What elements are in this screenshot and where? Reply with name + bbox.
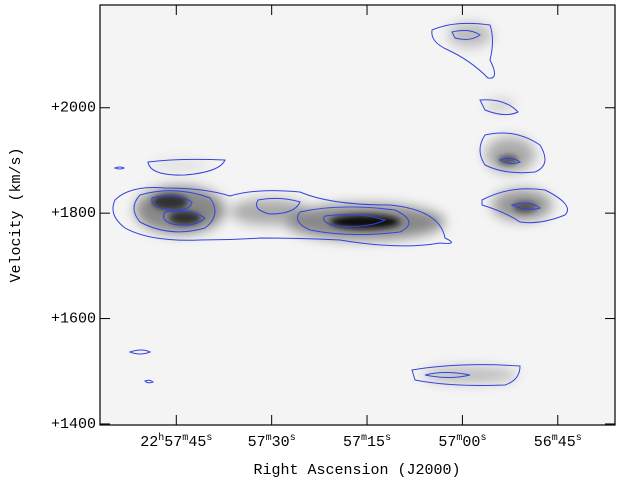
y-tick-label: +1800 <box>51 205 96 222</box>
x-tick-label: 22h57m45s <box>140 432 212 451</box>
x-tick-label: 57m00s <box>438 433 486 451</box>
x-tick-label: 57m15s <box>343 433 391 451</box>
plot-frame <box>99 4 616 426</box>
contours <box>112 22 568 386</box>
emission <box>135 23 552 383</box>
x-tick-label: 57m30s <box>248 433 296 451</box>
y-axis-label: Velocity (km/s) <box>8 147 25 282</box>
x-axis-label: Right Ascension (J2000) <box>253 462 460 479</box>
emission-cores <box>152 155 537 229</box>
y-tick-label: +1400 <box>51 416 96 433</box>
y-tick-label: +1600 <box>51 311 96 328</box>
x-tick-label: 56m45s <box>534 433 582 451</box>
y-tick-label: +2000 <box>51 100 96 117</box>
intensity-map <box>100 5 615 425</box>
